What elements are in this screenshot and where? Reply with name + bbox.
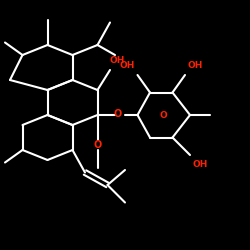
- Text: O: O: [94, 140, 102, 150]
- Text: OH: OH: [192, 160, 208, 169]
- Text: OH: OH: [110, 56, 126, 65]
- Text: OH: OH: [188, 61, 203, 70]
- Text: O: O: [114, 109, 122, 119]
- Text: OH: OH: [120, 61, 135, 70]
- Text: O: O: [160, 110, 168, 120]
